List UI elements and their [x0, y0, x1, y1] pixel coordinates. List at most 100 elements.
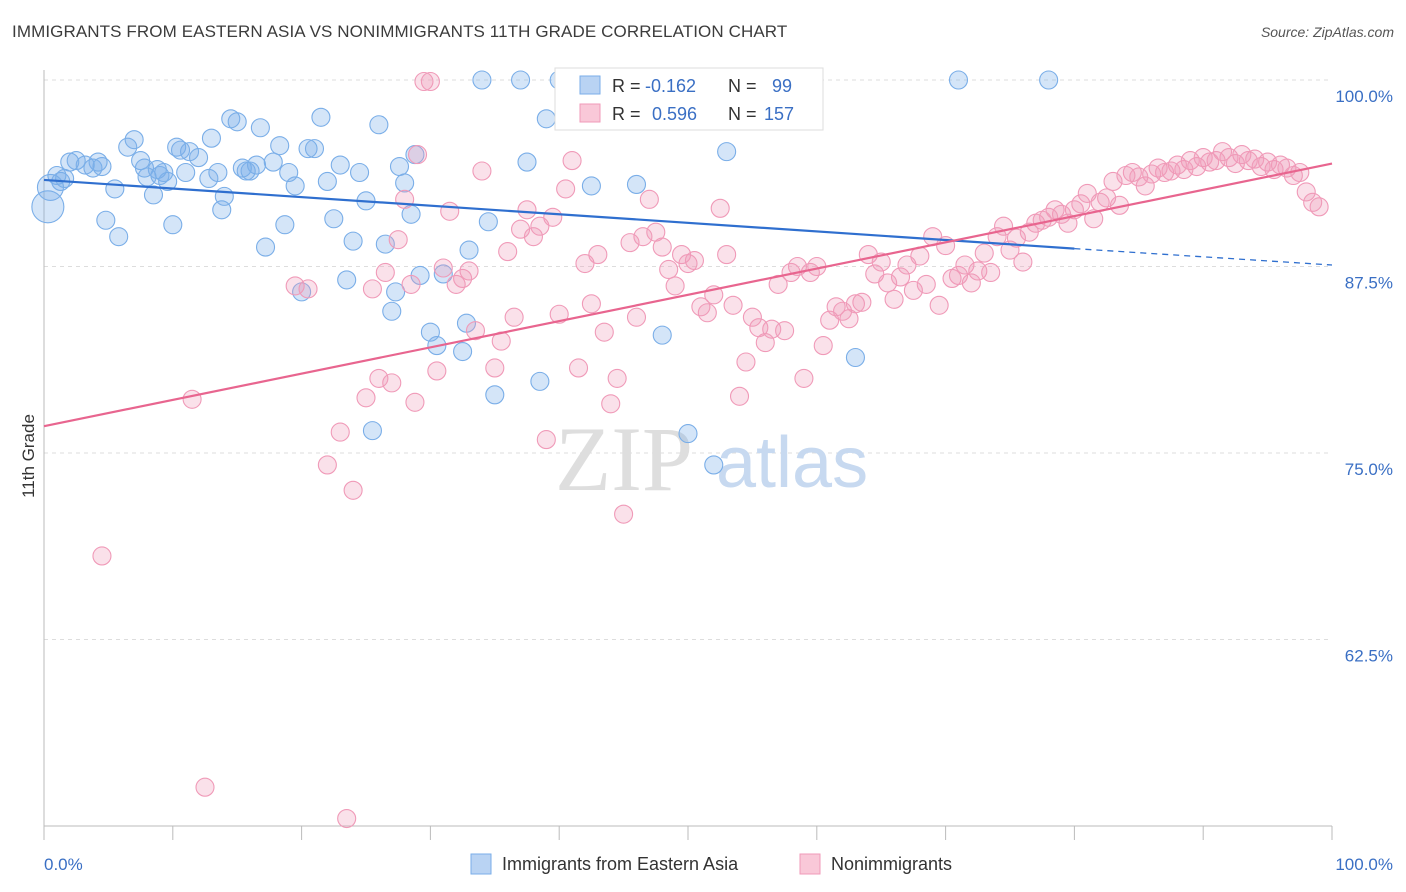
point-eastern-asia: [109, 227, 129, 247]
stats-swatch-blue: [579, 75, 601, 95]
point-nonimmigrant: [845, 294, 865, 314]
stats-n-value: 99: [772, 76, 792, 96]
point-eastern-asia: [459, 240, 479, 260]
point-nonimmigrant: [517, 200, 537, 220]
point-nonimmigrant: [92, 546, 112, 566]
y-tick-label: 75.0%: [1345, 460, 1393, 479]
y-axis-title: 11th Grade: [19, 414, 38, 498]
point-nonimmigrant: [343, 480, 363, 500]
point-nonimmigrant: [330, 422, 350, 442]
point-nonimmigrant: [588, 245, 608, 265]
point-eastern-asia: [350, 162, 370, 183]
point-eastern-asia: [246, 155, 267, 175]
point-eastern-asia: [485, 385, 505, 405]
point-eastern-asia: [536, 109, 556, 129]
point-nonimmigrant: [523, 227, 543, 247]
point-nonimmigrant: [485, 358, 505, 378]
point-nonimmigrant: [601, 394, 621, 414]
point-nonimmigrant: [1135, 176, 1155, 196]
point-nonimmigrant: [356, 388, 376, 408]
point-eastern-asia: [386, 282, 406, 302]
point-nonimmigrant: [562, 151, 582, 171]
point-nonimmigrant: [407, 145, 428, 165]
point-nonimmigrant: [723, 295, 743, 315]
point-eastern-asia: [263, 152, 283, 172]
point-eastern-asia: [96, 210, 116, 230]
point-nonimmigrant: [420, 71, 440, 92]
point-nonimmigrant: [1084, 209, 1104, 229]
y-tick-label: 62.5%: [1345, 647, 1393, 666]
point-eastern-asia: [704, 455, 724, 475]
x-tick-label: 0.0%: [44, 855, 83, 874]
point-nonimmigrant: [594, 322, 614, 342]
point-nonimmigrant: [317, 455, 337, 475]
stats-legend: R = -0.162 N = 99 R = 0.596 N = 157: [554, 67, 824, 131]
point-nonimmigrant: [742, 307, 762, 327]
trend-line-nonimmigrants: [43, 162, 1333, 428]
point-eastern-asia: [176, 162, 196, 183]
legend-swatch-blue: [470, 853, 492, 875]
chart-title: IMMIGRANTS FROM EASTERN ASIA VS NONIMMIG…: [12, 22, 788, 41]
point-eastern-asia: [298, 139, 318, 159]
point-nonimmigrant: [736, 352, 756, 372]
point-nonimmigrant: [581, 294, 601, 314]
stats-n-label: N =: [728, 104, 757, 124]
point-eastern-asia: [453, 341, 473, 362]
x-tick-label: 100.0%: [1335, 855, 1393, 874]
point-nonimmigrant: [427, 361, 447, 381]
stats-swatch-pink: [579, 103, 601, 123]
point-nonimmigrant: [395, 189, 415, 209]
point-nonimmigrant: [401, 274, 421, 294]
point-nonimmigrant: [414, 71, 434, 92]
point-nonimmigrant: [614, 504, 634, 524]
point-eastern-asia: [317, 171, 337, 192]
point-eastern-asia: [652, 325, 672, 345]
stats-r-label: R =: [612, 104, 641, 124]
point-nonimmigrant: [890, 267, 911, 287]
point-nonimmigrant: [813, 336, 833, 356]
point-nonimmigrant: [974, 243, 994, 263]
point-nonimmigrant: [961, 273, 981, 293]
data-points: [31, 70, 1329, 829]
point-nonimmigrant: [871, 252, 891, 272]
point-eastern-asia: [337, 270, 357, 290]
point-nonimmigrant: [794, 368, 814, 388]
point-eastern-asia: [163, 215, 183, 235]
point-nonimmigrant: [626, 307, 647, 327]
stats-n-label: N =: [728, 76, 757, 96]
point-nonimmigrant: [652, 237, 672, 257]
watermark-atlas: atlas: [716, 423, 868, 503]
point-eastern-asia: [66, 151, 86, 171]
point-eastern-asia: [362, 421, 382, 441]
point-nonimmigrant: [775, 321, 795, 341]
point-eastern-asia: [382, 301, 402, 321]
y-tick-label: 87.5%: [1345, 274, 1393, 293]
trend-lines: [43, 162, 1333, 428]
point-nonimmigrant: [362, 279, 382, 299]
point-nonimmigrant: [440, 201, 460, 221]
y-tick-label: 100.0%: [1335, 87, 1393, 106]
legend-label-blue: Immigrants from Eastern Asia: [502, 854, 739, 874]
point-eastern-asia: [324, 209, 344, 229]
point-nonimmigrant: [498, 242, 518, 262]
point-nonimmigrant: [684, 250, 704, 271]
point-nonimmigrant: [472, 161, 492, 181]
point-eastern-asia: [143, 185, 164, 205]
point-eastern-asia: [845, 347, 865, 368]
point-eastern-asia: [478, 212, 498, 232]
point-nonimmigrant: [405, 392, 425, 412]
stats-r-label: R =: [612, 76, 641, 96]
point-eastern-asia: [255, 237, 276, 257]
point-eastern-asia: [330, 155, 350, 175]
point-nonimmigrant: [710, 198, 730, 218]
point-nonimmigrant: [717, 245, 737, 265]
point-nonimmigrant: [459, 261, 479, 281]
point-nonimmigrant: [607, 368, 627, 388]
point-eastern-asia: [948, 70, 969, 90]
trend-line-eastern-asia-extension: [1074, 247, 1333, 266]
point-nonimmigrant: [929, 295, 949, 315]
stats-r-value: 0.596: [652, 104, 697, 124]
point-nonimmigrant: [298, 279, 318, 299]
series-legend: Immigrants from Eastern Asia Nonimmigran…: [470, 853, 952, 875]
